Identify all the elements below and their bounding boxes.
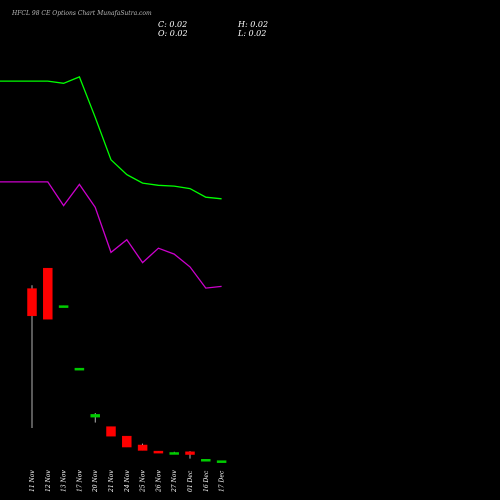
x-tick-label: 11 Nov <box>29 470 36 492</box>
candle-24-nov <box>122 435 132 448</box>
x-tick-label: 16 Dec <box>203 470 210 492</box>
candle-body <box>153 450 164 454</box>
x-tick-label: 21 Nov <box>108 470 115 493</box>
x-tick-label: 25 Nov <box>140 470 147 493</box>
candle-layer <box>27 267 227 463</box>
moving-average-line-green <box>0 76 222 200</box>
close-readout: C: 0.02 <box>158 20 188 29</box>
candle-body <box>90 414 100 418</box>
candle-27-nov <box>169 451 179 455</box>
candle-body <box>27 288 37 317</box>
candle-body <box>106 426 116 437</box>
candle-body <box>122 435 132 448</box>
moving-average-layer <box>0 76 222 289</box>
candle-13-nov <box>58 305 69 308</box>
candle-body <box>137 444 148 451</box>
x-tick-label: 13 Nov <box>61 470 68 492</box>
x-tick-label: 17 Dec <box>219 470 226 492</box>
x-tick-label: 27 Nov <box>171 470 178 493</box>
x-tick-label: 12 Nov <box>45 470 52 492</box>
x-tick-label: 17 Nov <box>76 470 83 492</box>
candle-21-nov <box>106 426 116 437</box>
candle-17-nov <box>74 367 85 371</box>
candle-26-nov <box>153 450 164 454</box>
candle-body <box>185 451 195 455</box>
chart-title: HFCL 98 CE Options Chart MunafaSutra.com <box>12 10 152 17</box>
open-readout: O: 0.02 <box>158 29 188 38</box>
x-tick-label: 26 Nov <box>155 470 162 493</box>
candle-25-nov <box>137 443 148 451</box>
candle-body <box>169 452 179 455</box>
candle-body <box>74 367 85 371</box>
candle-body <box>201 459 211 462</box>
candle-11-nov <box>27 285 37 428</box>
x-tick-label: 20 Nov <box>92 470 99 493</box>
candle-16-dec <box>201 459 211 462</box>
moving-average-line-magenta <box>0 181 222 289</box>
candle-20-nov <box>90 413 100 423</box>
candle-17-dec <box>216 460 227 463</box>
candle-body <box>43 267 53 320</box>
low-readout: L: 0.02 <box>238 29 267 38</box>
high-readout: H: 0.02 <box>238 20 269 29</box>
candle-body <box>58 305 69 308</box>
x-tick-label: 24 Nov <box>124 470 131 493</box>
x-axis-labels: 11 Nov 12 Nov 13 Nov 17 Nov 20 Nov 21 Nov 24 N… <box>29 470 226 493</box>
candle-body <box>216 460 227 463</box>
candle-12-nov <box>43 267 53 320</box>
x-tick-label: 01 Dec <box>187 470 194 492</box>
candle-01-dec <box>185 451 195 459</box>
